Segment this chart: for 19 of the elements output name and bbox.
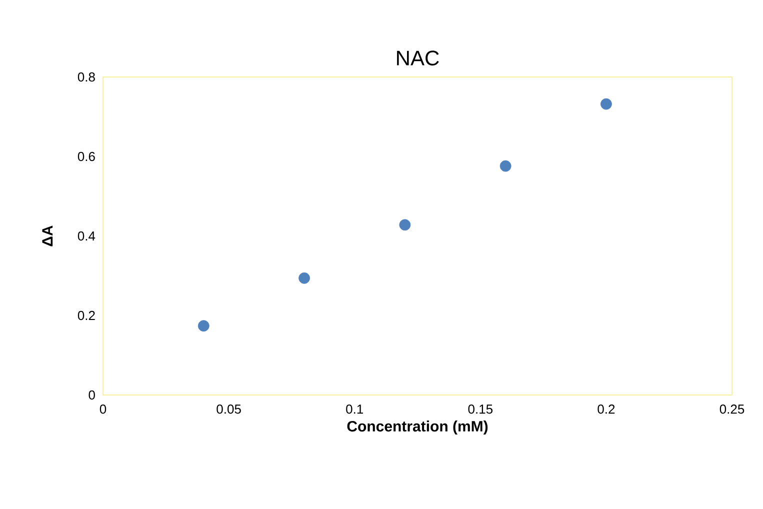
point bbox=[399, 219, 411, 231]
y-tick-label: 0.4 bbox=[78, 231, 96, 241]
y-axis-title: ΔA bbox=[42, 226, 53, 246]
x-tick-label: 0.05 bbox=[216, 404, 241, 414]
y-tick-label: 0.2 bbox=[78, 310, 95, 320]
x-tick-label: 0.2 bbox=[598, 404, 615, 414]
x-tick-label: 0.1 bbox=[346, 404, 363, 414]
point bbox=[198, 320, 210, 332]
y-tick-label: 0.8 bbox=[78, 72, 95, 82]
x-tick-label: 0.25 bbox=[720, 404, 744, 414]
point bbox=[298, 272, 310, 284]
chart-title: NAC bbox=[397, 50, 439, 66]
x-tick-label: 0.15 bbox=[468, 404, 493, 414]
point bbox=[500, 160, 512, 172]
y-tick-label: 0.6 bbox=[78, 152, 95, 162]
y-tick-label: 0 bbox=[88, 390, 95, 400]
x-axis-title: Concentration (mM) bbox=[347, 420, 488, 435]
point bbox=[600, 98, 612, 110]
x-tick-label: 0 bbox=[100, 404, 106, 414]
